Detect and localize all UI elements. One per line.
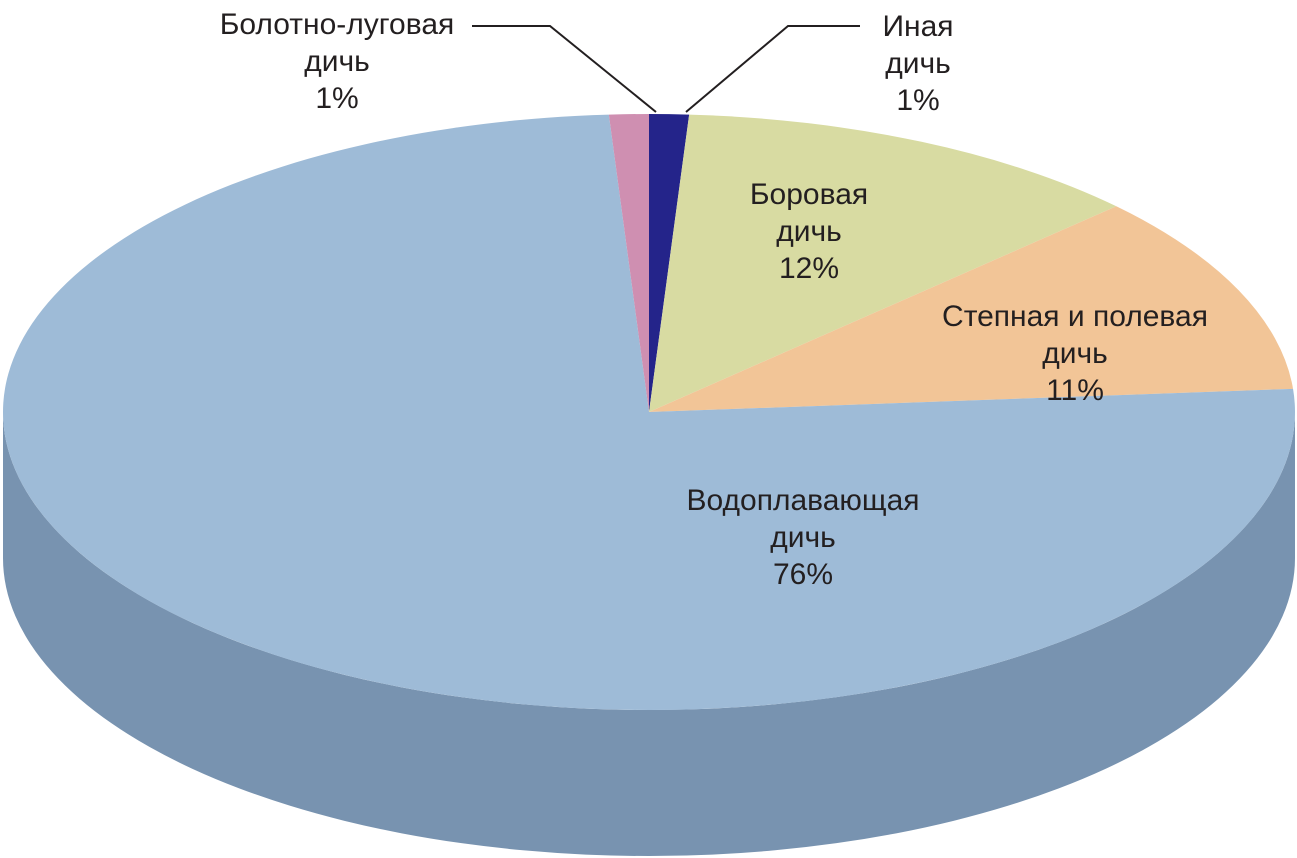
data-label-pct-боровая-дичь: 12% (779, 252, 839, 285)
leader-line-иная-дичь (685, 25, 860, 113)
data-label-pct-болотно-луговая-дичь: 1% (315, 82, 358, 115)
data-label-name-иная-дичь: дичь (885, 47, 951, 80)
data-label-pct-иная-дичь: 1% (896, 84, 939, 117)
data-label-name-степная-и-полевая-дичь: дичь (1042, 337, 1108, 370)
leader-line-болотно-луговая-дичь (472, 25, 657, 113)
pie-side-walls (3, 412, 1295, 856)
data-label-name-водоплавающая-дичь: дичь (770, 521, 836, 554)
data-label-name-боровая-дичь: дичь (776, 215, 842, 248)
data-label-pct-степная-и-полевая-дичь: 11% (1046, 374, 1104, 407)
data-label-name-боровая-дичь: Боровая (750, 178, 868, 211)
data-label-name-степная-и-полевая-дичь: Степная и полевая (942, 300, 1208, 333)
data-label-name-водоплавающая-дичь: Водоплавающая (686, 484, 919, 517)
pie-slice-иная-дичь (649, 114, 690, 412)
pie-slice-водоплавающая-дичь (2, 114, 1295, 710)
data-label-name-болотно-луговая-дичь: дичь (304, 45, 370, 78)
data-label-pct-водоплавающая-дичь: 76% (773, 558, 833, 591)
pie-slice-боровая-дичь (649, 114, 1117, 413)
data-label-name-болотно-луговая-дичь: Болотно-луговая (220, 8, 455, 41)
pie-labels: Иная дичь 1% Боровая дичь 12% Степная и полева… (220, 8, 1208, 591)
pie-slice-степная-и-полевая-дичь (649, 206, 1294, 412)
pie-slices (2, 114, 1295, 710)
data-label-name-иная-дичь: Иная (882, 10, 953, 43)
pie-side-водоплавающая-дичь (3, 412, 1295, 856)
pie-slice-болотно-луговая-дичь (608, 114, 649, 412)
